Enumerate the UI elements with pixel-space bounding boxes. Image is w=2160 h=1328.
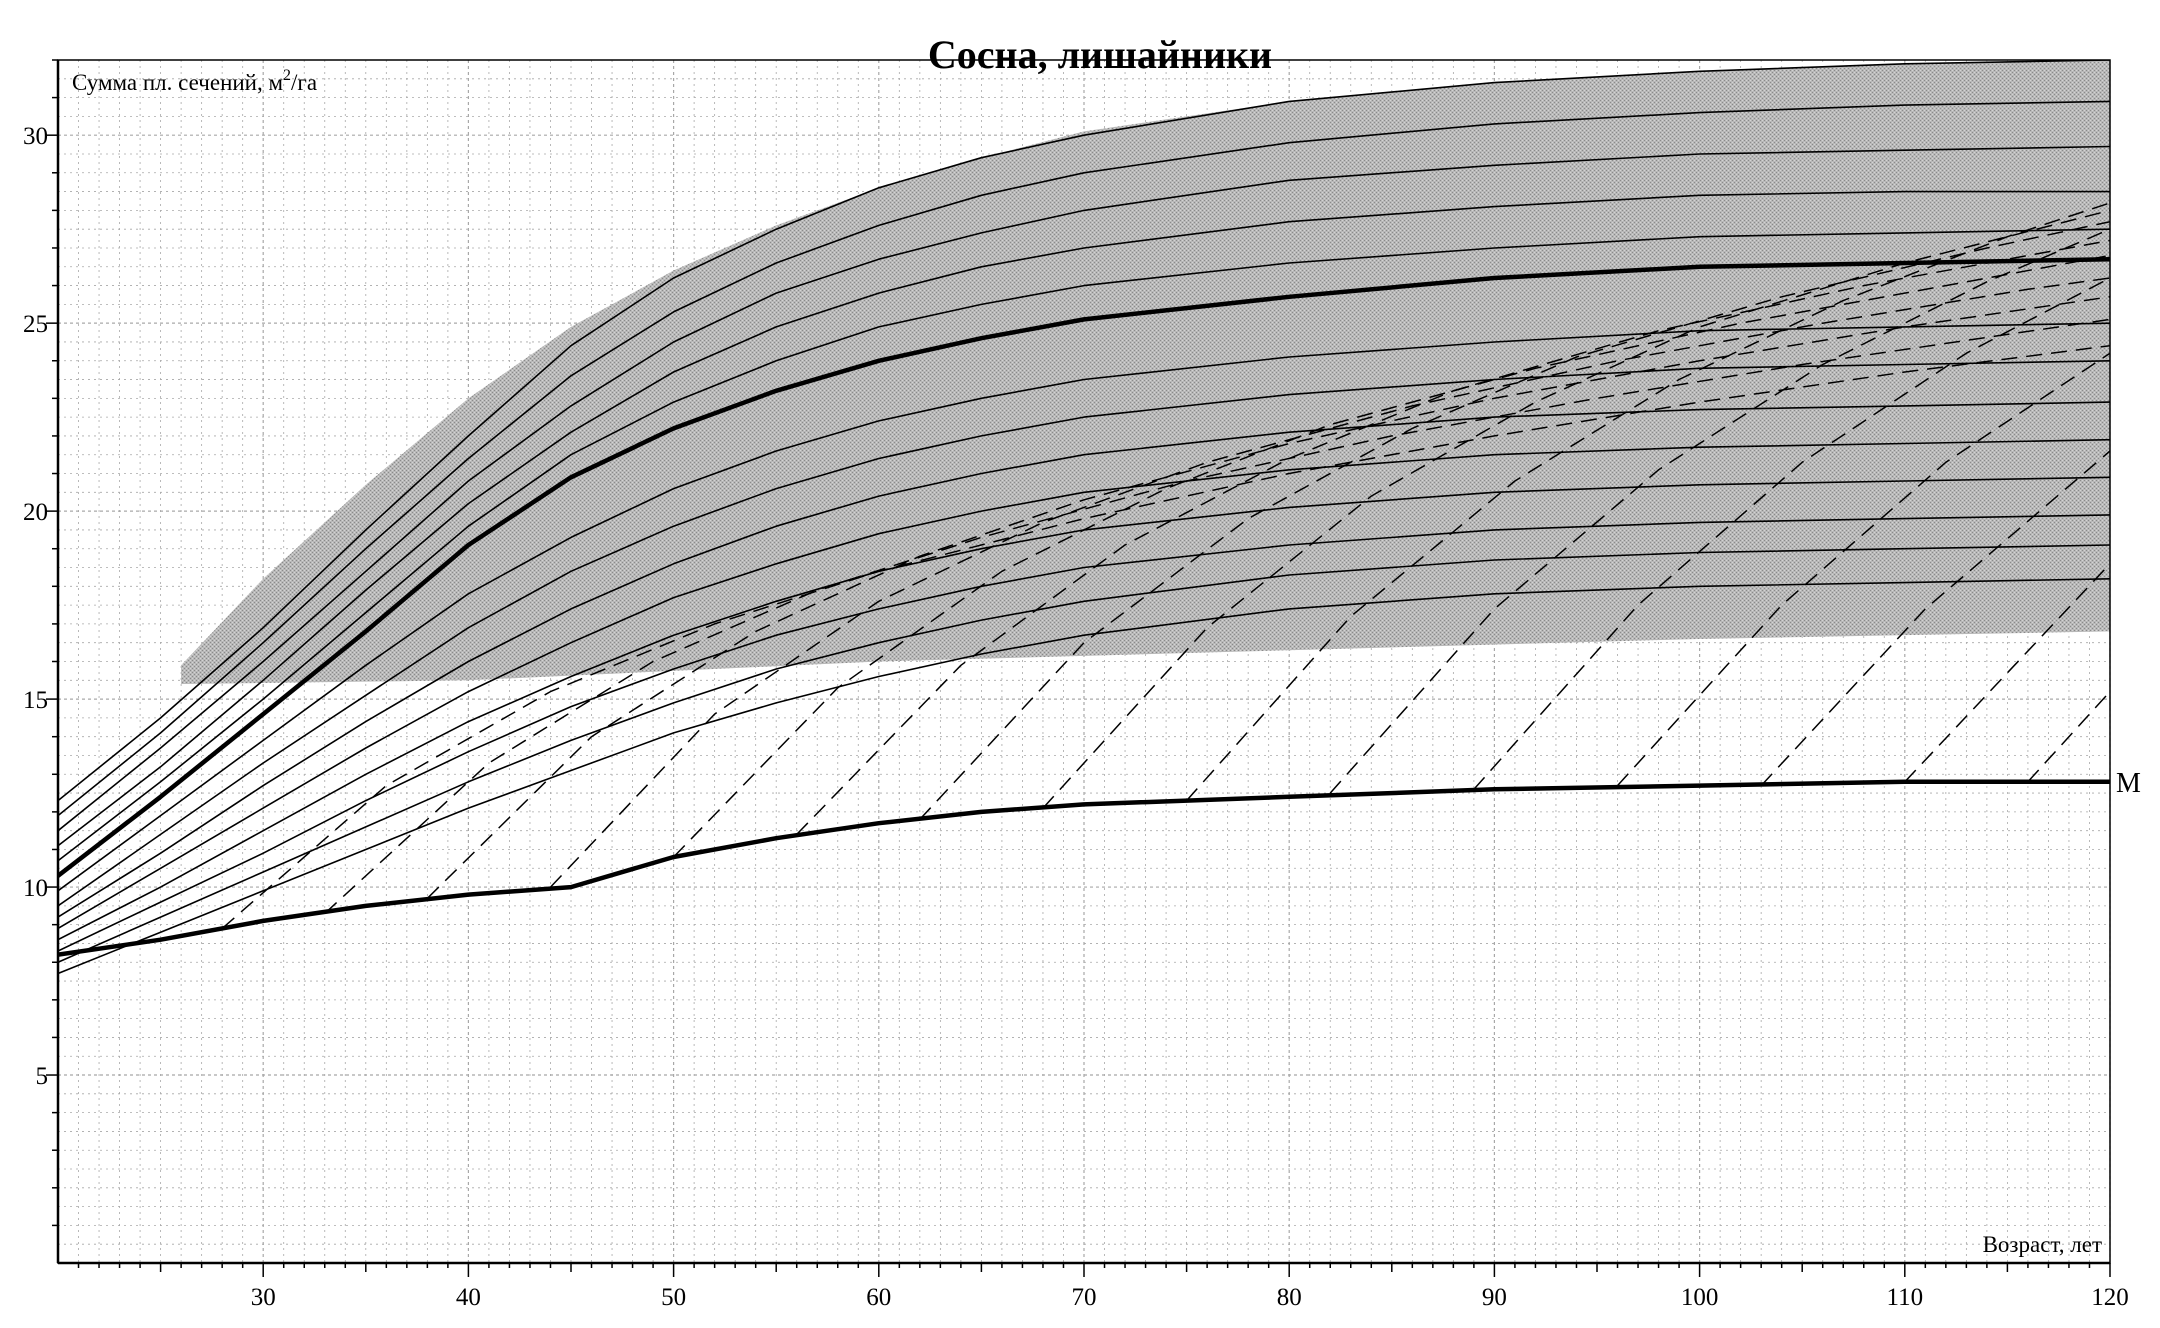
series-line-22-dashed <box>919 220 2110 820</box>
axes: 30 40 50 60 70 80 90 100 110 120 5 10 15 20 25 30 <box>23 59 2129 1311</box>
y-tick-label: 30 <box>23 123 48 150</box>
series-line-5-solid <box>58 145 2110 832</box>
series-line-15-solid <box>58 578 2110 975</box>
y-axis-label-superscript: 2 <box>283 67 291 84</box>
series-line-23-dashed <box>1042 209 2110 809</box>
labels: Сосна, лишайники Сумма пл. сечений, м2/г… <box>72 32 2141 1257</box>
series-line-30-dashed <box>2027 691 2110 783</box>
chart-title: Сосна, лишайники <box>928 32 1272 77</box>
y-axis-label-main: Сумма пл. сечений, м <box>72 70 283 95</box>
series-line-2-solid-thick <box>58 779 2110 957</box>
series-line-4-solid <box>58 100 2110 817</box>
series-line-8-solid <box>58 322 2110 892</box>
series-line-11-solid <box>58 438 2110 930</box>
y-tick-label: 20 <box>23 499 48 526</box>
x-axis-label: Возраст, лет <box>1983 1232 2102 1257</box>
series-line-17-dashed <box>324 318 2110 914</box>
x-tick-label: 50 <box>661 1284 686 1311</box>
series-line-6-solid <box>58 190 2110 847</box>
series-line-14-solid <box>58 544 2110 964</box>
x-tick-label: 90 <box>1482 1284 1507 1311</box>
series-line-16-dashed <box>221 344 2110 929</box>
x-tick-label: 60 <box>866 1284 891 1311</box>
y-tick-label: 10 <box>23 875 48 902</box>
series-line-7-solid <box>58 228 2110 862</box>
x-tick-label: 70 <box>1072 1284 1097 1311</box>
series-line-21-dashed <box>796 239 2110 835</box>
x-tick-label: 120 <box>2091 1284 2129 1311</box>
series-line-19-dashed <box>549 277 2110 888</box>
y-tick-label: 5 <box>36 1063 49 1090</box>
series-line-1-solid-thick <box>58 256 2110 879</box>
y-tick-label: 15 <box>23 687 48 714</box>
series-line-13-solid <box>58 514 2110 952</box>
x-tick-label: 110 <box>1887 1284 1924 1311</box>
series-line-20-dashed <box>673 254 2110 858</box>
series-line-27-dashed <box>1616 352 2110 787</box>
series-line-26-dashed <box>1473 277 2110 790</box>
series-line-3-solid <box>58 60 2110 802</box>
x-tick-label: 100 <box>1681 1284 1719 1311</box>
series-line-25-dashed <box>1329 228 2110 794</box>
series-layer <box>58 60 2110 975</box>
series-line-24-dashed <box>1186 202 2110 802</box>
x-tick-label: 30 <box>251 1284 276 1311</box>
series-line-10-solid <box>58 401 2110 918</box>
x-tick-label: 40 <box>456 1284 481 1311</box>
series-line-18-dashed <box>426 296 2110 899</box>
y-tick-label: 25 <box>23 311 48 338</box>
series-label-2: М <box>2116 768 2141 799</box>
series-line-28-dashed <box>1760 450 2110 787</box>
y-axis-label: Сумма пл. сечений, м2/га <box>72 67 317 95</box>
x-tick-label: 80 <box>1277 1284 1302 1311</box>
y-axis-label-tail: /га <box>291 70 317 95</box>
